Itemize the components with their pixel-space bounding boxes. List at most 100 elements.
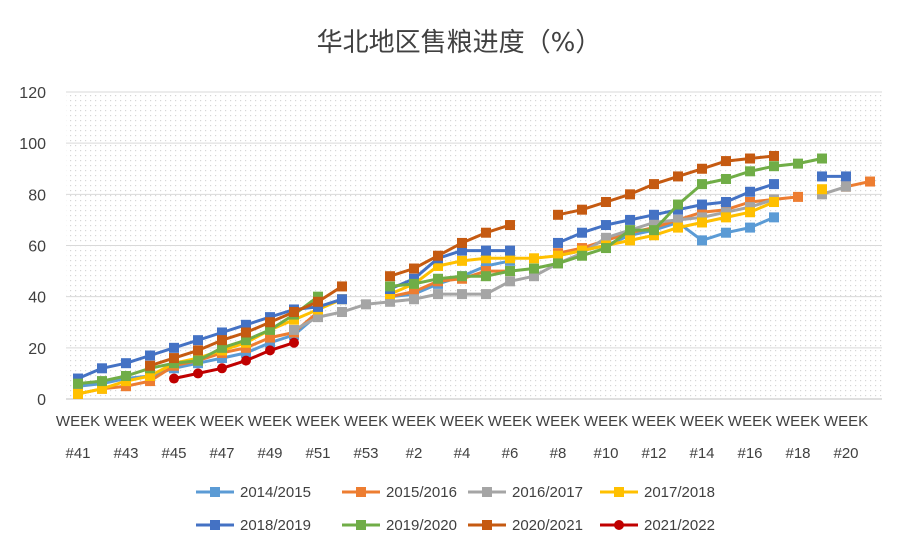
data-point — [769, 150, 779, 161]
data-point — [649, 217, 659, 228]
data-point — [217, 327, 227, 338]
data-point — [553, 258, 563, 269]
data-point — [865, 176, 875, 187]
data-point — [217, 342, 227, 353]
data-point — [337, 294, 347, 305]
data-point — [481, 245, 491, 256]
data-point — [649, 230, 659, 241]
x-tick-label-line2: #2 — [406, 445, 423, 462]
data-point — [145, 370, 155, 381]
y-tick-label: 0 — [37, 392, 46, 409]
data-point — [481, 253, 491, 264]
data-point — [601, 220, 611, 231]
data-point — [409, 294, 419, 305]
data-point — [817, 184, 827, 195]
data-point — [433, 289, 443, 300]
series-line — [557, 154, 775, 217]
legend-label: 2016/2017 — [512, 484, 583, 501]
data-point — [577, 227, 587, 238]
data-point — [745, 202, 755, 213]
y-tick-label: 20 — [28, 341, 46, 358]
data-point — [145, 360, 155, 371]
x-tick-label-line2: #8 — [550, 445, 567, 462]
x-tick-label-line2: #53 — [353, 445, 378, 462]
series-2020-2021 — [145, 150, 779, 371]
data-point — [529, 253, 539, 264]
legend-item: 2019/2020 — [342, 517, 457, 534]
data-point — [553, 237, 563, 248]
data-point — [505, 245, 515, 256]
data-point — [649, 209, 659, 220]
data-point — [505, 266, 515, 277]
data-point — [769, 161, 779, 172]
data-point — [745, 197, 755, 208]
x-tick-label-line1: WEEK — [152, 413, 196, 430]
series-2019-2020 — [73, 153, 827, 389]
data-point — [577, 204, 587, 215]
x-tick-label-line1: WEEK — [728, 413, 772, 430]
data-point — [721, 207, 731, 218]
y-tick-label: 100 — [19, 136, 46, 153]
data-point — [577, 245, 587, 256]
data-point — [289, 314, 299, 325]
data-point — [697, 217, 707, 228]
data-point — [289, 324, 299, 335]
data-point — [241, 319, 251, 330]
data-point — [193, 355, 203, 366]
data-point — [169, 358, 179, 369]
data-point — [409, 278, 419, 289]
data-point — [649, 179, 659, 190]
data-point — [97, 376, 107, 387]
data-point — [529, 263, 539, 274]
x-tick-label-line2: #4 — [454, 445, 471, 462]
data-point — [145, 350, 155, 361]
data-point — [217, 363, 227, 374]
x-tick-label-line1: WEEK — [776, 413, 820, 430]
data-point — [673, 222, 683, 233]
data-point — [409, 273, 419, 284]
x-tick-label-line2: #12 — [641, 445, 666, 462]
data-point — [697, 163, 707, 174]
chart-title: 华北地区售粮进度（%） — [316, 28, 602, 58]
data-point — [721, 197, 731, 208]
data-point — [121, 358, 131, 369]
legend-item: 2016/2017 — [468, 484, 583, 501]
x-tick-label-line1: WEEK — [680, 413, 724, 430]
data-point — [409, 263, 419, 274]
data-point — [817, 171, 827, 182]
data-point — [745, 186, 755, 197]
data-point — [265, 332, 275, 343]
data-point — [673, 171, 683, 182]
data-point — [601, 232, 611, 243]
data-point — [241, 342, 251, 353]
data-point — [841, 171, 851, 182]
data-point — [265, 324, 275, 335]
series-line — [557, 182, 775, 245]
data-point — [721, 227, 731, 238]
data-point — [385, 281, 395, 292]
data-point — [73, 388, 83, 399]
data-point — [481, 289, 491, 300]
x-tick-label-line1: WEEK — [584, 413, 628, 430]
data-point — [217, 335, 227, 346]
data-point — [313, 291, 323, 302]
x-tick-label-line1: WEEK — [344, 413, 388, 430]
x-tick-label-line1: WEEK — [392, 413, 436, 430]
data-point — [193, 335, 203, 346]
data-point — [721, 212, 731, 223]
data-point — [265, 317, 275, 328]
data-point — [289, 337, 299, 348]
data-point — [457, 245, 467, 256]
x-tick-label-line1: WEEK — [824, 413, 868, 430]
legend-item: 2021/2022 — [600, 517, 715, 534]
data-point — [265, 312, 275, 323]
legend-item: 2017/2018 — [600, 484, 715, 501]
data-point — [433, 273, 443, 284]
data-point — [793, 158, 803, 169]
x-tick-label-line1: WEEK — [440, 413, 484, 430]
data-point — [337, 307, 347, 318]
data-point — [745, 222, 755, 233]
legend-label: 2019/2020 — [386, 517, 457, 534]
legend-label: 2020/2021 — [512, 517, 583, 534]
